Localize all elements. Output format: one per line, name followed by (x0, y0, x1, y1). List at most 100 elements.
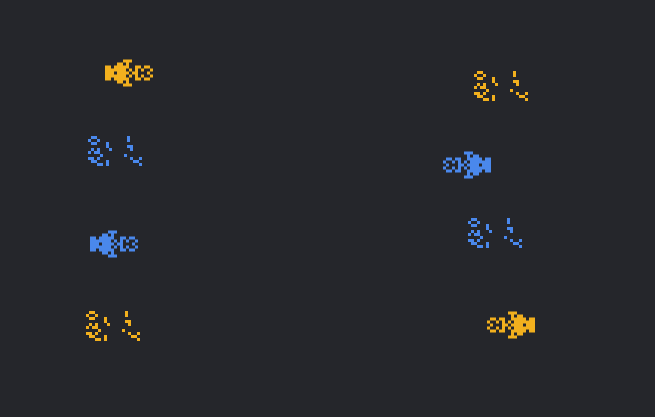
live-cell (105, 74, 108, 78)
live-cell (135, 71, 138, 75)
live-cell (520, 326, 523, 330)
live-cell (477, 230, 480, 233)
live-cell (117, 62, 120, 66)
live-cell (126, 245, 129, 249)
live-cell (520, 332, 523, 336)
live-cell (514, 311, 517, 315)
live-cell (132, 248, 135, 252)
live-cell (443, 166, 446, 170)
live-cell (488, 163, 491, 167)
live-cell (522, 95, 525, 98)
live-cell (473, 172, 476, 176)
live-cell (449, 169, 452, 173)
live-cell (117, 65, 120, 69)
live-cell (89, 311, 92, 314)
live-cell (123, 83, 126, 87)
live-cell (487, 326, 490, 330)
live-cell (126, 62, 129, 66)
live-cell (482, 160, 485, 164)
live-cell (488, 166, 491, 170)
live-cell (150, 74, 153, 78)
live-cell (508, 320, 511, 324)
live-cell (138, 65, 141, 69)
live-cell (477, 221, 480, 224)
live-cell (132, 71, 135, 75)
live-cell (123, 74, 126, 78)
live-cell (476, 157, 479, 161)
live-cell (473, 169, 476, 173)
live-cell (482, 163, 485, 167)
live-cell (525, 98, 528, 101)
live-cell (114, 230, 117, 234)
live-cell (526, 320, 529, 324)
live-cell (507, 227, 510, 230)
live-cell (120, 62, 123, 66)
live-cell (111, 71, 114, 75)
live-cell (467, 163, 470, 167)
live-cell (100, 154, 103, 157)
live-cell (91, 136, 94, 139)
live-cell (95, 323, 98, 326)
live-cell (130, 157, 133, 160)
live-cell (458, 157, 461, 161)
live-cell (96, 245, 99, 249)
live-cell (532, 320, 535, 324)
live-cell (117, 77, 120, 81)
live-cell (108, 254, 111, 258)
live-cell (102, 251, 105, 255)
live-cell (490, 329, 493, 333)
live-cell (106, 163, 109, 166)
live-cell (526, 323, 529, 327)
live-cell (482, 166, 485, 170)
live-cell (516, 80, 519, 83)
live-cell (519, 245, 522, 248)
live-cell (461, 163, 464, 167)
live-cell (516, 92, 519, 95)
live-cell (128, 320, 131, 323)
live-cell (102, 233, 105, 237)
live-cell (114, 68, 117, 72)
live-cell (123, 236, 126, 240)
live-cell (493, 329, 496, 333)
live-cell (485, 166, 488, 170)
live-cell (99, 239, 102, 243)
live-cell (147, 71, 150, 75)
live-cell (90, 242, 93, 246)
live-cell (111, 254, 114, 258)
live-cell (111, 230, 114, 234)
live-cell (446, 163, 449, 167)
live-cell (89, 335, 92, 338)
live-cell (93, 248, 96, 252)
live-cell (97, 151, 100, 154)
live-cell (141, 74, 144, 78)
live-cell (483, 74, 486, 77)
live-cell (511, 323, 514, 327)
yellow-cell-cluster-sprite (474, 71, 528, 101)
live-cell (120, 71, 123, 75)
live-cell (492, 95, 495, 98)
live-cell (126, 80, 129, 84)
live-cell (529, 326, 532, 330)
live-cell (91, 148, 94, 151)
live-cell (147, 65, 150, 69)
live-cell (99, 248, 102, 252)
live-cell (519, 95, 522, 98)
blue-cell-cluster-sprite (468, 218, 522, 248)
live-cell (495, 83, 498, 86)
live-cell (123, 71, 126, 75)
live-cell (513, 242, 516, 245)
live-cell (477, 233, 480, 236)
live-cell (89, 317, 92, 320)
live-cell (488, 157, 491, 161)
live-cell (532, 323, 535, 327)
live-cell (130, 145, 133, 148)
live-cell (470, 175, 473, 179)
live-cell (446, 157, 449, 161)
live-cell (493, 317, 496, 321)
live-cell (513, 80, 516, 83)
live-cell (511, 335, 514, 339)
live-cell (128, 332, 131, 335)
live-cell (117, 242, 120, 246)
live-cell (126, 83, 129, 87)
live-cell (135, 65, 138, 69)
